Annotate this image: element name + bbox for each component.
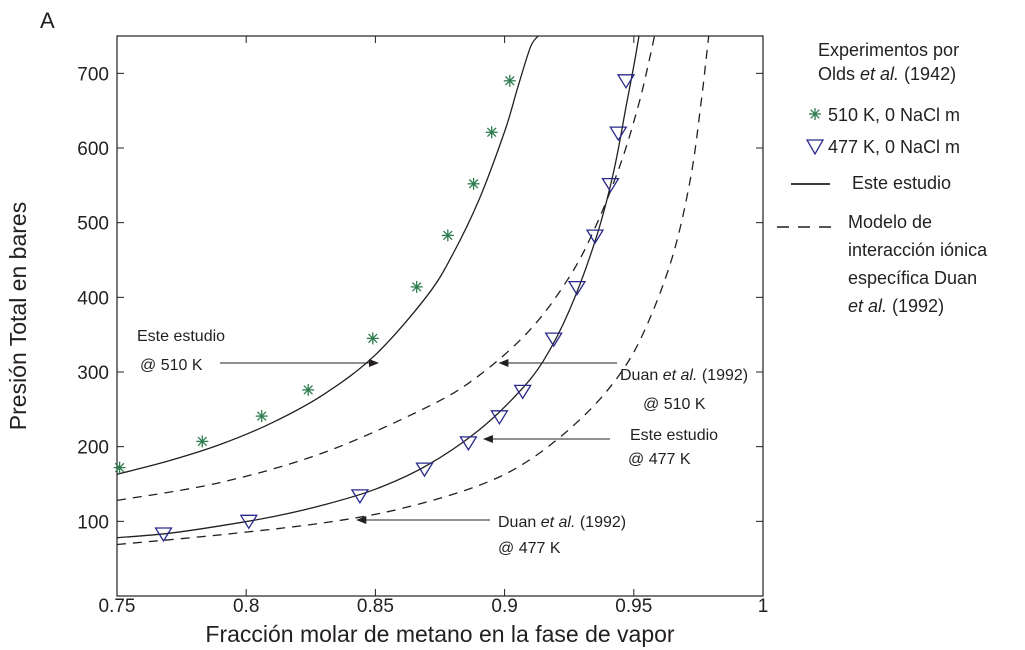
triangle-marker bbox=[567, 280, 587, 296]
annotation-duan-510-line2: @ 510 K bbox=[643, 396, 706, 413]
asterisk-marker bbox=[302, 383, 315, 396]
legend-item-modelo-year: (1992) bbox=[887, 296, 944, 316]
triangle-marker bbox=[585, 229, 605, 245]
legend-item-510k: 510 K, 0 NaCl m bbox=[828, 105, 960, 125]
legend-item-este-estudio: Este estudio bbox=[852, 173, 951, 193]
annotation-duan-510-etal: et al. bbox=[663, 367, 698, 384]
triangle-marker bbox=[459, 436, 478, 452]
legend-triangle-icon bbox=[805, 139, 825, 156]
legend-title-etal: et al. bbox=[860, 64, 899, 84]
triangle-marker bbox=[350, 489, 370, 505]
y-tick-label: 100 bbox=[77, 512, 109, 533]
x-tick-label: 0.75 bbox=[99, 596, 136, 617]
triangle-marker bbox=[609, 126, 628, 142]
plot-frame bbox=[116, 35, 764, 597]
annotation-duan-510: Duan et al. (1992) @ 510 K bbox=[498, 359, 748, 413]
x-tick-label: 0.85 bbox=[357, 596, 394, 617]
y-tick-label: 200 bbox=[77, 438, 109, 459]
annotation-este-510: Este estudio @ 510 K bbox=[137, 328, 379, 374]
data-markers bbox=[113, 74, 636, 543]
legend-item-modelo-etal: et al. bbox=[848, 296, 887, 316]
legend-title-line2: Olds et al. (1942) bbox=[818, 64, 956, 84]
asterisk-marker bbox=[503, 74, 516, 87]
y-axis-label: Presión Total en bares bbox=[5, 202, 31, 430]
annotation-duan-477-line1: Duan et al. (1992) bbox=[498, 514, 626, 531]
y-tick-label: 700 bbox=[77, 64, 109, 85]
x-axis-label: Fracción molar de metano en la fase de v… bbox=[205, 621, 675, 647]
legend: Experimentos por Olds et al. (1942) 510 … bbox=[777, 40, 988, 316]
annotation-este-477: Este estudio @ 477 K bbox=[482, 427, 718, 468]
legend-item-modelo-line4: et al. (1992) bbox=[848, 296, 944, 316]
asterisk-marker bbox=[255, 410, 268, 423]
x-tick-label: 1 bbox=[758, 596, 769, 617]
triangle-marker bbox=[239, 514, 258, 530]
annotation-duan-510-line1: Duan et al. (1992) bbox=[620, 367, 748, 384]
asterisk-marker bbox=[366, 332, 379, 345]
triangle-marker bbox=[154, 527, 173, 543]
annotation-duan-477-year: (1992) bbox=[575, 514, 626, 531]
annotation-este-510-line1: Este estudio bbox=[137, 328, 225, 345]
triangle-marker bbox=[490, 410, 509, 426]
legend-title-line1: Experimentos por bbox=[818, 40, 959, 60]
annotation-este-510-line2: @ 510 K bbox=[140, 357, 203, 374]
asterisk-marker bbox=[467, 177, 480, 190]
legend-item-modelo-line1: Modelo de bbox=[848, 212, 932, 232]
x-tick-label: 0.8 bbox=[233, 596, 259, 617]
asterisk-marker bbox=[485, 126, 498, 139]
annotation-duan-477-author: Duan bbox=[498, 514, 541, 531]
y-tick-label: 600 bbox=[77, 139, 109, 160]
annotation-duan-477-line2: @ 477 K bbox=[498, 540, 561, 557]
asterisk-marker bbox=[113, 461, 126, 474]
solid-curve-4 bbox=[117, 36, 640, 539]
legend-title-year: (1942) bbox=[899, 64, 956, 84]
triangle-marker bbox=[544, 332, 563, 348]
legend-title-author: Olds bbox=[818, 64, 860, 84]
axis-ticks: 0.75 0.8 0.85 0.9 0.95 1 100 200 300 400 500 600 700 bbox=[77, 36, 768, 617]
asterisk-marker bbox=[196, 435, 209, 448]
annotation-duan-477: Duan et al. (1992) @ 477 K bbox=[356, 514, 626, 557]
annotation-duan-477-etal: et al. bbox=[541, 514, 576, 531]
dashed-curve-5 bbox=[117, 36, 710, 546]
annotation-este-477-line1: Este estudio bbox=[630, 427, 718, 444]
legend-item-modelo-line2: interacción iónica bbox=[848, 240, 988, 260]
triangle-marker bbox=[601, 177, 620, 193]
legend-item-477k: 477 K, 0 NaCl m bbox=[828, 137, 960, 157]
solid-curve-2 bbox=[117, 36, 539, 475]
dashed-curve-3 bbox=[117, 36, 656, 502]
triangle-marker bbox=[616, 74, 636, 90]
asterisk-marker bbox=[441, 229, 454, 242]
panel-label: A bbox=[40, 8, 55, 33]
triangle-marker bbox=[415, 462, 434, 478]
triangle-marker bbox=[513, 384, 532, 400]
annotation-duan-510-author: Duan bbox=[620, 367, 663, 384]
annotation-este-477-line2: @ 477 K bbox=[628, 451, 691, 468]
annotation-duan-510-year: (1992) bbox=[697, 367, 748, 384]
model-curves bbox=[117, 36, 710, 546]
y-tick-label: 300 bbox=[77, 363, 109, 384]
x-tick-label: 0.95 bbox=[615, 596, 652, 617]
y-tick-label: 400 bbox=[77, 288, 109, 309]
legend-item-modelo-line3: específica Duan bbox=[848, 268, 977, 288]
x-tick-label: 0.9 bbox=[491, 596, 517, 617]
asterisk-marker bbox=[410, 280, 423, 293]
y-tick-label: 500 bbox=[77, 214, 109, 235]
legend-asterisk-icon bbox=[809, 108, 821, 120]
